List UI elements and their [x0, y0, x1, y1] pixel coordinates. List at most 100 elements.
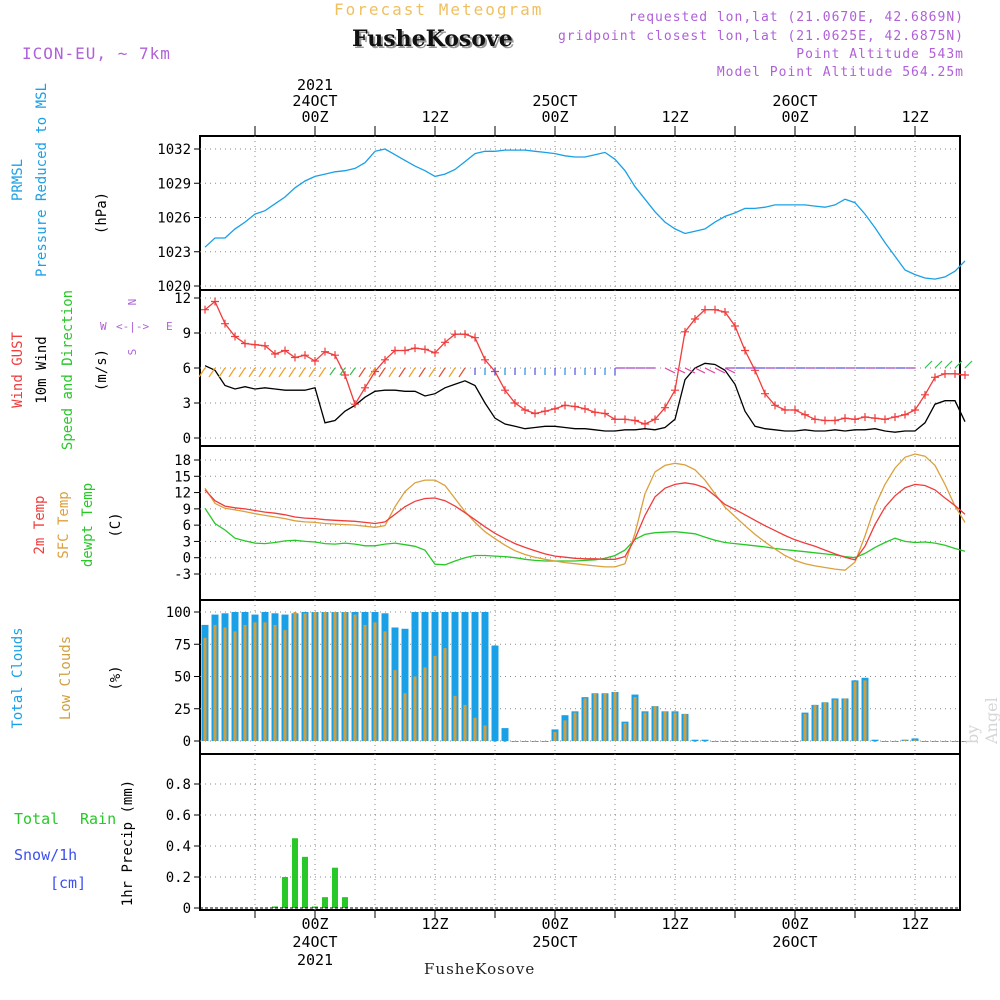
y-tick-label: -3: [174, 567, 191, 583]
time-label-bottom: 00Z: [541, 915, 568, 933]
low-cloud-bar: [263, 622, 267, 741]
y-tick-label: 12: [174, 291, 191, 307]
low-cloud-bar: [553, 731, 557, 741]
low-cloud-bar: [743, 741, 747, 742]
total-cloud-bar: [461, 612, 469, 741]
gust-marker: [301, 351, 309, 360]
low-cloud-bar: [633, 697, 637, 741]
low-cloud-bar: [903, 739, 907, 741]
wind-direction-arrow: [228, 367, 236, 378]
gust-marker: [381, 355, 389, 364]
gust-marker: [541, 407, 549, 416]
time-label-bottom: 00Z: [781, 915, 808, 933]
wind-direction-arrow: [684, 367, 696, 374]
low-cloud-bar: [723, 741, 727, 742]
y-tick-label: 6: [183, 361, 191, 377]
y-tick-label: 9: [183, 502, 191, 518]
low-cloud-bar: [213, 624, 217, 741]
gust-marker: [631, 416, 639, 425]
gust-marker: [231, 332, 239, 341]
y-tick-label: 0.2: [166, 870, 191, 886]
low-cloud-bar: [463, 704, 467, 741]
model-altitude: Model Point Altitude 564.25m: [716, 65, 964, 80]
low-cloud-bar: [883, 741, 887, 742]
wind-direction-arrow: [954, 360, 963, 369]
low-cloud-bar: [673, 712, 677, 741]
gust-marker: [521, 406, 529, 414]
gust-marker: [311, 357, 319, 365]
wind-direction-arrow: [964, 360, 973, 369]
gust-marker: [821, 416, 829, 425]
wind-speed-ylabel: 10m Wind: [34, 336, 50, 403]
low-cloud-bar: [653, 706, 657, 741]
low-cloud-bar: [943, 741, 947, 742]
gust-marker: [391, 346, 399, 355]
low-cloud-bar: [933, 741, 937, 742]
y-tick-label: 15: [174, 469, 191, 485]
gust-marker: [641, 420, 649, 428]
low-cloud-bar: [813, 704, 817, 741]
gust-marker: [861, 413, 869, 421]
gust-marker: [911, 406, 919, 414]
total-cloud-bar: [691, 739, 699, 741]
low-cloud-bar: [873, 741, 877, 742]
temp-2m-line: [204, 482, 966, 561]
low-cloud-bar: [893, 741, 897, 742]
gust-marker: [451, 330, 459, 339]
wind-direction-arrow: [268, 367, 276, 378]
y-tick-label: 18: [174, 453, 191, 469]
low-cloud-bar: [643, 712, 647, 741]
gust-marker: [581, 404, 589, 413]
rain-bar: [342, 897, 348, 908]
gust-marker: [691, 315, 699, 323]
wind-direction-arrow: [208, 367, 216, 378]
pressure-ylabel-1: PRMSL: [10, 159, 26, 201]
low-cloud-bar: [753, 741, 757, 742]
dewpoint-line: [204, 507, 966, 566]
gust-marker: [711, 305, 719, 314]
gust-marker: [481, 355, 489, 364]
wind-direction-arrow: [248, 367, 256, 378]
model-name: ICON-EU, ~ 7km: [22, 44, 171, 63]
total-cloud-bar: [911, 738, 919, 741]
precip-cm-label: [cm]: [50, 874, 86, 892]
low-cloud-bar: [473, 717, 477, 741]
rain-bar: [312, 906, 318, 908]
gust-marker: [901, 410, 909, 419]
low-cloud-bar: [433, 655, 437, 741]
time-label-top: 24OCT: [292, 92, 337, 110]
low-cloud-bar: [823, 702, 827, 741]
dewpoint-ylabel: dewpt Temp: [80, 483, 96, 567]
gust-marker: [291, 353, 299, 362]
low-cloud-bar: [403, 693, 407, 741]
gust-marker: [721, 308, 729, 316]
low-cloud-bar: [393, 670, 397, 741]
low-cloud-bar: [913, 739, 917, 741]
surface-temp-line: [204, 453, 966, 571]
time-label-top: 12Z: [421, 108, 448, 126]
low-cloud-bar: [713, 741, 717, 742]
low-cloud-bar: [413, 676, 417, 741]
pressure-unit: (hPa): [94, 192, 110, 234]
total-cloud-bar: [701, 739, 709, 741]
wind-direction-arrow: [278, 367, 286, 378]
time-label-bottom: 12Z: [901, 915, 928, 933]
wind-direction-ylabel: Speed and Direction: [60, 290, 76, 450]
gust-marker: [921, 390, 929, 399]
credit-text: by Angel: [963, 697, 1000, 744]
low-cloud-bar: [373, 622, 377, 741]
low-cloud-bar: [493, 741, 497, 742]
time-label-top: 2021: [297, 76, 333, 94]
requested-coords: requested lon,lat (21.0670E, 42.6869N): [628, 10, 964, 25]
gust-marker: [321, 347, 329, 356]
y-tick-label: 0.4: [166, 839, 191, 855]
low-cloud-bar: [833, 699, 837, 741]
gust-marker: [661, 403, 669, 412]
gust-marker: [831, 416, 839, 425]
gust-marker: [791, 406, 799, 414]
low-cloud-bar: [693, 741, 697, 742]
rain-bar: [292, 838, 298, 908]
rain-bar: [322, 897, 328, 908]
chart-title: Forecast Meteogram: [334, 0, 544, 19]
